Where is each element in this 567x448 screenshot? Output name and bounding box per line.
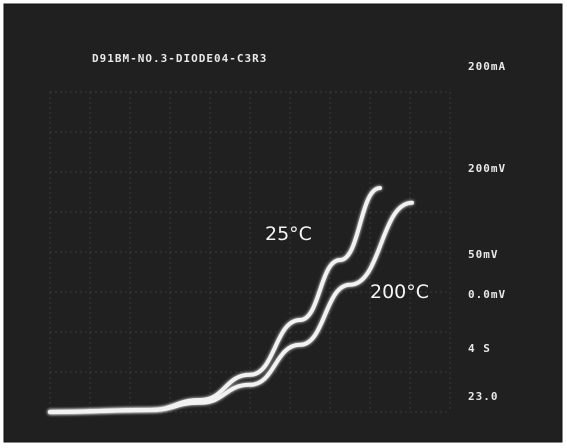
readout: 0.0mV (468, 288, 506, 301)
trace-label: 25°C (265, 223, 312, 245)
readout: 200mV (468, 162, 506, 175)
readout: 50mV (468, 248, 499, 261)
readout: 4 S (468, 342, 491, 355)
readout: 23.0 (468, 390, 499, 403)
page: {"chart_data": { "type": "line", "title"… (0, 0, 567, 448)
chart-title: D91BM-NO.3-DIODE04-C3R3 (92, 52, 267, 65)
readout: 200mA (468, 60, 506, 73)
trace-label: 200°C (370, 281, 429, 303)
chart: D91BM-NO.3-DIODE04-C3R3 200mA 200mV 50mV 0.… (0, 0, 567, 448)
